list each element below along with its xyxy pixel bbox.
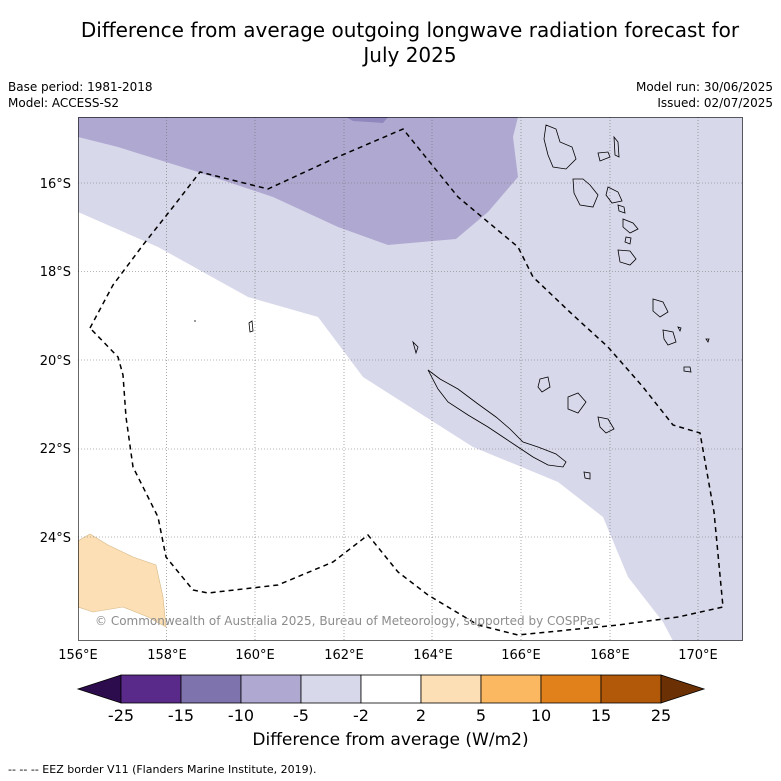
island-vanuatu-5: [605, 186, 623, 204]
colorbar-tick: -10: [228, 706, 254, 725]
colorbar-segment: [120, 674, 182, 704]
lon-label: 156°E: [58, 648, 98, 663]
title-line-2: July 2025: [363, 43, 457, 67]
colorbar-segment: [420, 674, 482, 704]
colorbar-cap-low: [76, 674, 122, 704]
colorbar-tick: -2: [353, 706, 369, 725]
colorbar-tick: 5: [476, 706, 486, 725]
lon-label: 168°E: [590, 648, 630, 663]
colorbar-tick: 15: [591, 706, 611, 725]
model-run: Model run: 30/06/2025: [635, 80, 773, 94]
colorbar-segment: [600, 674, 662, 704]
map-panel: © Commonwealth of Australia 2025, Bureau…: [78, 117, 743, 641]
title-line-1: Difference from average outgoing longwav…: [80, 18, 740, 42]
island-new-caledonia: [427, 369, 567, 468]
eez-legend: -- -- -- EEZ border V11 (Flanders Marine…: [8, 763, 317, 776]
anomaly-region-dark: [346, 117, 388, 123]
colorbar-tick: 10: [531, 706, 551, 725]
anomaly-region-light: [78, 117, 743, 641]
island-vanuatu-8: [652, 298, 669, 318]
colorbar-label: Difference from average (W/m2): [252, 730, 529, 750]
colorbar-segment: [300, 674, 362, 704]
island-vanuatu-3: [597, 151, 611, 162]
lon-label: 164°E: [413, 648, 453, 663]
lon-label: 166°E: [501, 648, 541, 663]
lon-label: 158°E: [147, 648, 187, 663]
graticule: [78, 117, 743, 641]
island-loyalty-2: [567, 392, 587, 414]
chart-title: Difference from average outgoing longwav…: [40, 18, 780, 68]
colorbar-tick: -15: [168, 706, 194, 725]
colorbar-segment: [360, 674, 422, 704]
lon-label: 162°E: [324, 648, 364, 663]
lon-label: 160°E: [235, 648, 275, 663]
lon-label: 170°E: [678, 648, 718, 663]
lat-label: 16°S: [40, 177, 71, 192]
colorbar-segment: [540, 674, 602, 704]
lat-label: 24°S: [40, 531, 71, 546]
island-vanuatu-1: [543, 124, 577, 170]
island-vanuatu-6: [622, 218, 639, 234]
island-loyalty-3: [597, 416, 615, 434]
island-vanuatu-2: [613, 135, 620, 158]
meta-right: Model run: 30/06/2025 Issued: 02/07/2025: [636, 79, 773, 111]
lat-label: 18°S: [40, 265, 71, 280]
island-vanuatu-9: [662, 329, 677, 346]
colorbar-segment: [180, 674, 242, 704]
model-name: Model: ACCESS-S2: [8, 96, 120, 110]
colorbar-segment: [240, 674, 302, 704]
lat-label: 22°S: [40, 442, 71, 457]
colorbar: [76, 674, 706, 704]
colorbar-tick: 2: [416, 706, 426, 725]
base-period: Base period: 1981-2018: [8, 80, 153, 94]
anomaly-region-medium: [78, 117, 518, 245]
copyright-text: © Commonwealth of Australia 2025, Bureau…: [95, 614, 600, 628]
colorbar-tick: -25: [108, 706, 134, 725]
colorbar-tick: -5: [293, 706, 309, 725]
colorbar-segment: [480, 674, 542, 704]
colorbar-tick: 25: [651, 706, 671, 725]
island-loyalty-1: [537, 376, 551, 393]
eez-border: [89, 128, 724, 636]
issued-date: Issued: 02/07/2025: [657, 96, 773, 110]
islands: [194, 124, 710, 480]
meta-left: Base period: 1981-2018 Model: ACCESS-S2: [8, 79, 153, 111]
map-frame: [78, 117, 743, 641]
colorbar-cap-high: [660, 674, 706, 704]
island-vanuatu-7: [617, 249, 637, 266]
island-vanuatu-4: [572, 178, 599, 208]
lat-label: 20°S: [40, 354, 71, 369]
anomaly-region-positive: [78, 533, 167, 628]
